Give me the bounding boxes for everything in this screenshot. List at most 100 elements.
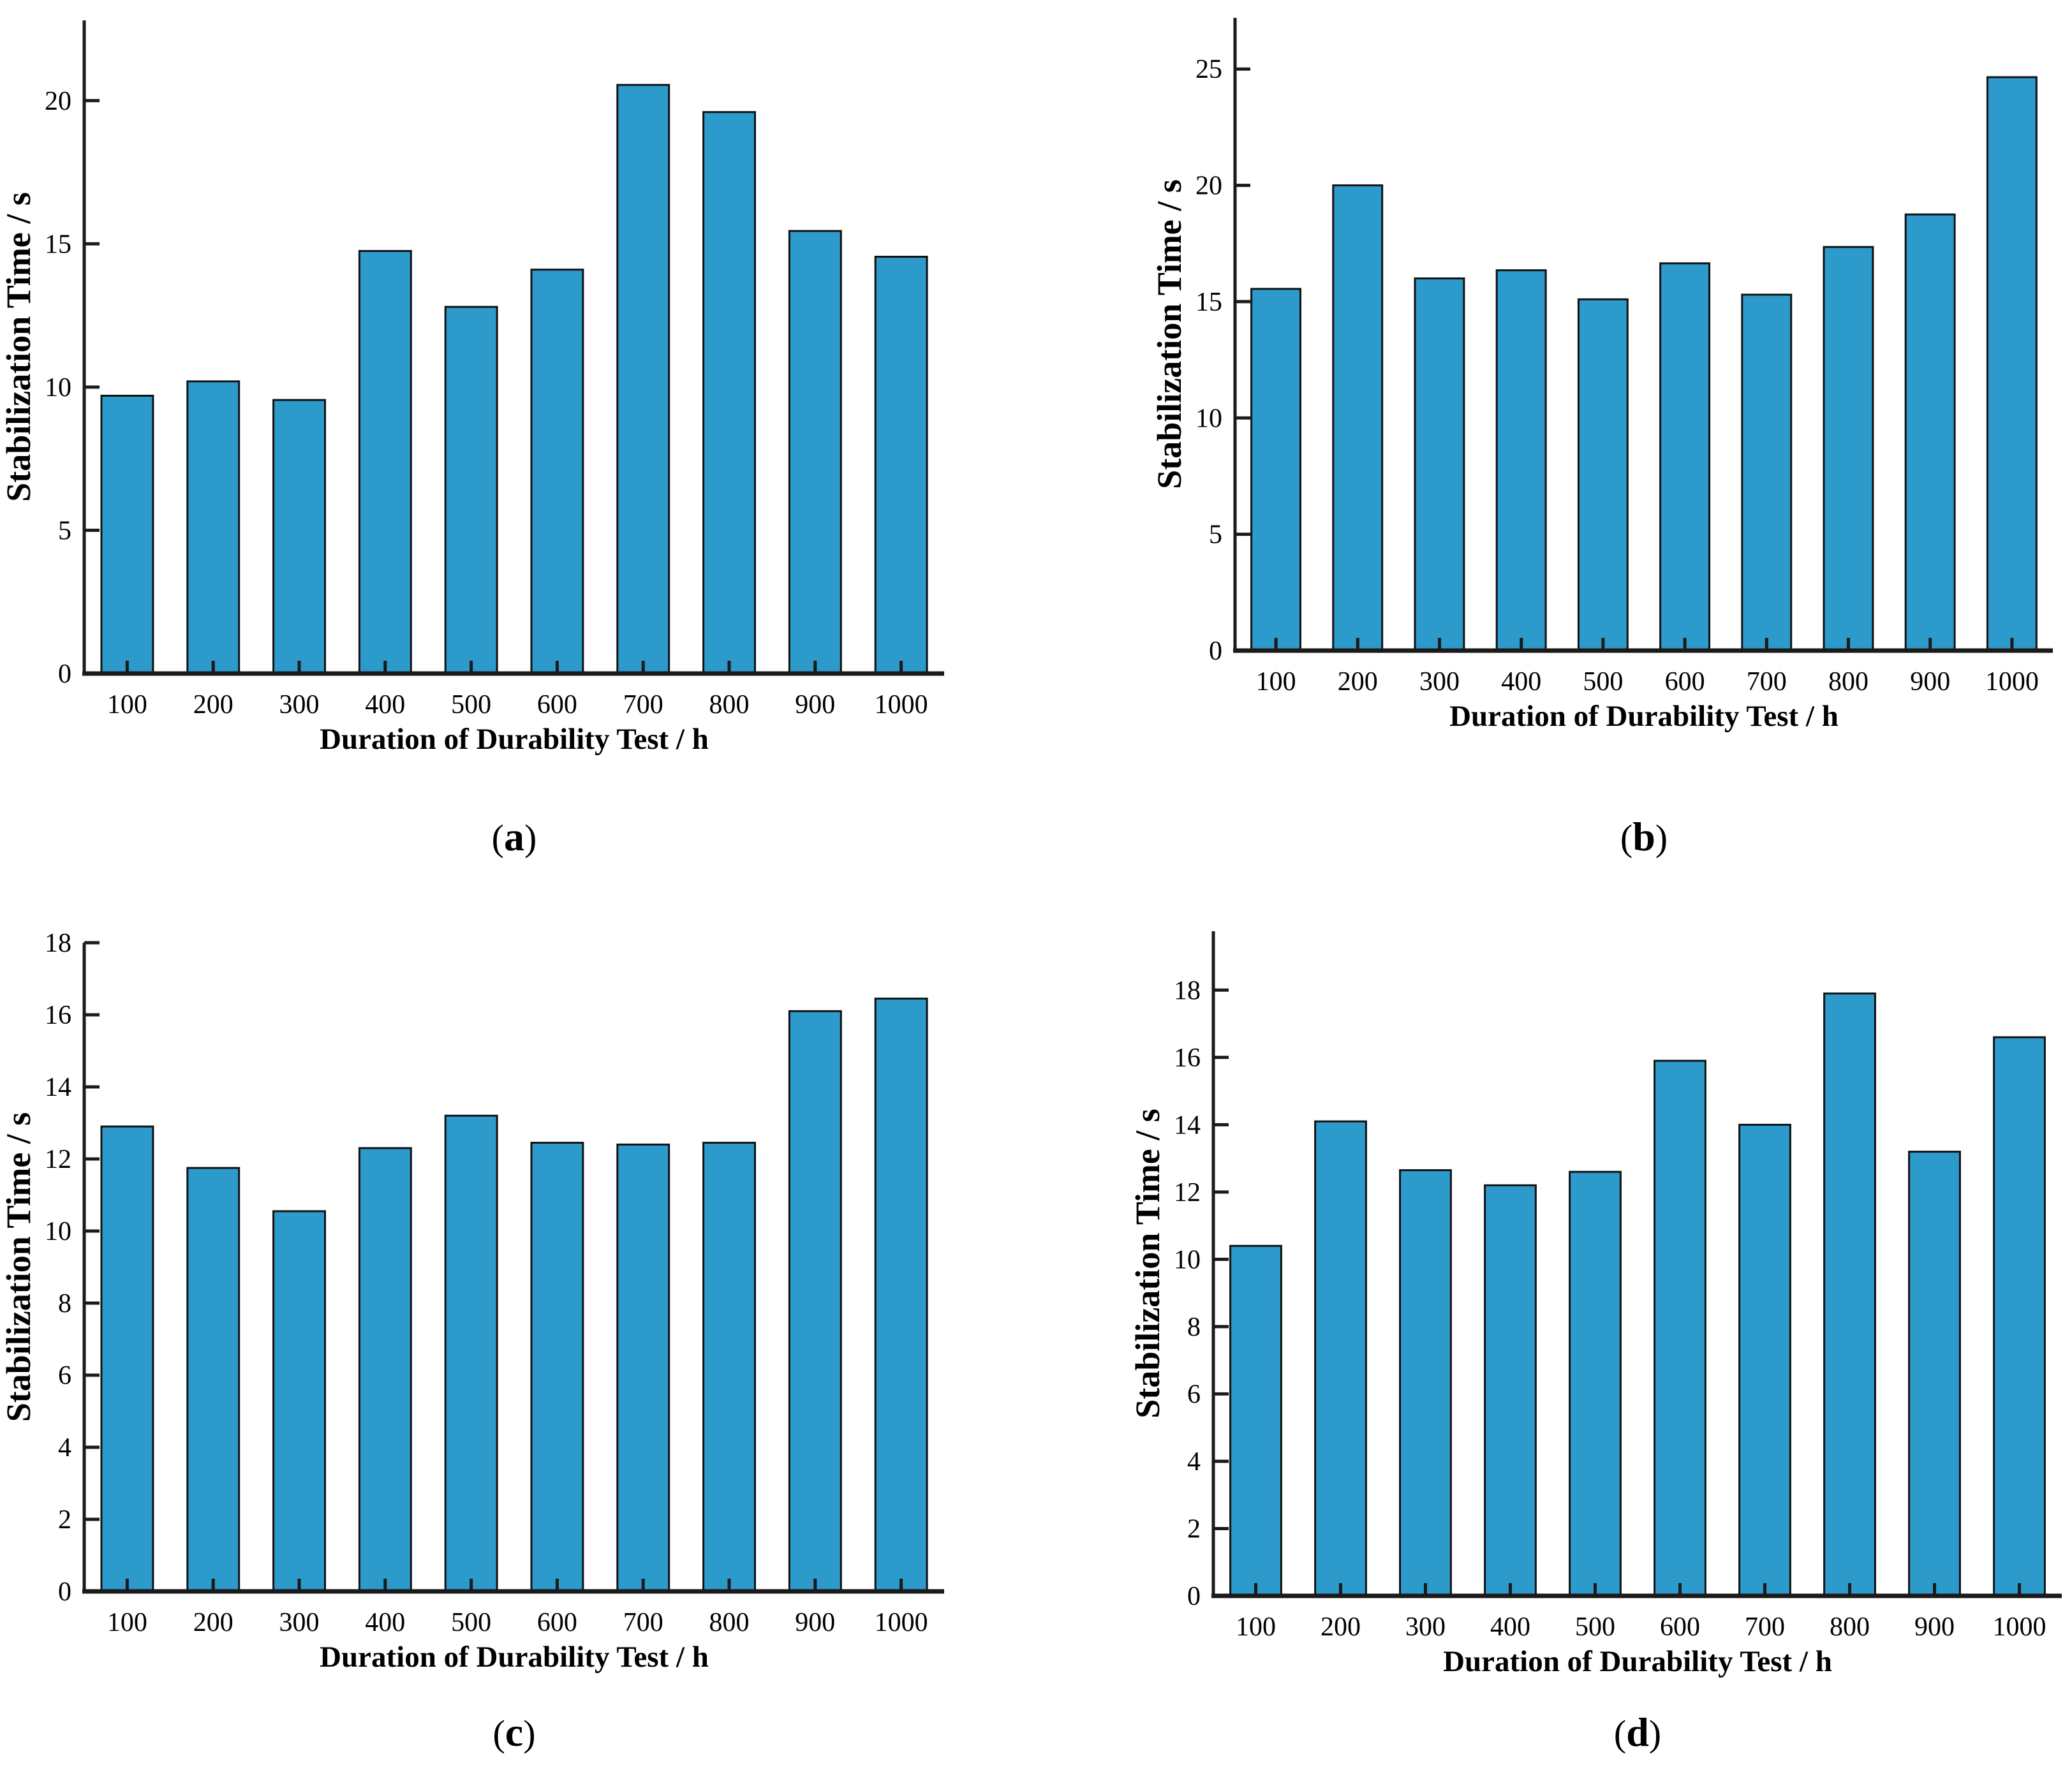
x-tick-label-a-1000: 1000 (875, 690, 928, 719)
x-tick-label-b-500: 500 (1583, 667, 1623, 697)
x-tick-label-d-200: 200 (1321, 1612, 1361, 1642)
chart-a: 100 200 300 400 500 600 700 800 900 1000 0 5 10 15 20 D… (0, 20, 944, 756)
x-axis-title-d: Duration of Durability Test / h (1443, 1645, 1832, 1678)
y-tick-label-c-4: 4 (58, 1433, 71, 1463)
bar-b-100 (1250, 288, 1302, 652)
caption-a-open-paren: ( (491, 817, 504, 859)
y-tick-label-c-12: 12 (45, 1145, 71, 1174)
bar-d-100 (1229, 1244, 1282, 1597)
y-tick-label-b-10: 10 (1195, 404, 1222, 433)
x-tick-label-d-700: 700 (1745, 1612, 1785, 1642)
bar-c-400 (358, 1147, 412, 1593)
caption-c-open-paren: ( (492, 1713, 505, 1754)
caption-b: (b) (1516, 813, 1772, 860)
x-tick-label-d-100: 100 (1236, 1612, 1276, 1642)
y-axis-title-b: Stabilization Time / s (1150, 179, 1188, 489)
bar-b-1000 (1986, 76, 2038, 652)
x-tick-label-b-200: 200 (1338, 667, 1378, 697)
x-tick-label-a-200: 200 (193, 690, 233, 719)
panel-b: 100 200 300 400 500 600 700 800 900 1000 0 5 10 15 20 2… (1036, 0, 2072, 885)
y-tick-label-d-16: 16 (1174, 1044, 1201, 1073)
bar-c-500 (444, 1114, 498, 1593)
y-tick-label-b-20: 20 (1195, 172, 1222, 201)
caption-d-close-paren: ) (1648, 1713, 1662, 1754)
x-tick-label-a-400: 400 (365, 690, 405, 719)
bar-a-900 (788, 230, 842, 675)
bar-c-200 (186, 1167, 241, 1593)
y-tick-label-d-6: 6 (1187, 1380, 1201, 1409)
caption-d: (d) (1510, 1709, 1765, 1756)
bar-b-700 (1741, 293, 1793, 652)
bar-a-100 (100, 394, 154, 675)
chart-b: 100 200 300 400 500 600 700 800 900 1000 0 5 10 15 20 2… (1150, 18, 2053, 733)
y-tick-label-c-2: 2 (58, 1505, 71, 1535)
bar-a-300 (272, 399, 327, 675)
panel-c: 100 200 300 400 500 600 700 800 900 1000 0 2 4 6 8 10 12… (0, 885, 1036, 1770)
bar-b-800 (1823, 246, 1874, 652)
chart-c: 100 200 300 400 500 600 700 800 900 1000 0 2 4 6 8 10 12… (0, 929, 944, 1674)
bar-c-300 (272, 1210, 327, 1593)
chart-d: 100 200 300 400 500 600 700 800 900 1000 0 2 4 6 8 10 12… (1128, 931, 2062, 1678)
caption-d-open-paren: ( (1613, 1713, 1627, 1754)
y-axis-title-a: Stabilization Time / s (0, 192, 38, 502)
bar-b-200 (1332, 184, 1384, 652)
bar-a-400 (358, 250, 412, 675)
bar-d-400 (1484, 1184, 1537, 1597)
caption-b-close-paren: ) (1655, 817, 1668, 859)
bar-a-200 (186, 380, 241, 675)
bar-d-200 (1314, 1120, 1367, 1597)
x-tick-label-a-500: 500 (451, 690, 491, 719)
x-tick-label-b-400: 400 (1501, 667, 1541, 697)
x-tick-label-c-300: 300 (279, 1608, 320, 1637)
bar-a-500 (444, 306, 498, 675)
x-tick-label-a-300: 300 (279, 690, 320, 719)
x-tick-label-d-400: 400 (1490, 1612, 1530, 1642)
x-tick-label-a-600: 600 (537, 690, 577, 719)
y-tick-label-a-15: 15 (45, 230, 71, 259)
x-tick-label-c-200: 200 (193, 1608, 233, 1637)
y-tick-label-c-6: 6 (58, 1361, 71, 1390)
y-tick-label-d-12: 12 (1174, 1178, 1201, 1207)
y-tick-label-d-8: 8 (1187, 1313, 1201, 1342)
y-tick-label-d-14: 14 (1174, 1110, 1201, 1140)
x-tick-label-b-600: 600 (1665, 667, 1705, 697)
bar-a-600 (530, 269, 584, 675)
bar-d-300 (1399, 1169, 1452, 1597)
bar-a-800 (702, 111, 756, 675)
y-tick-label-c-8: 8 (58, 1289, 71, 1318)
x-tick-label-a-800: 800 (709, 690, 750, 719)
bar-c-100 (100, 1125, 154, 1593)
x-tick-label-c-900: 900 (795, 1608, 835, 1637)
x-tick-label-d-900: 900 (1914, 1612, 1955, 1642)
x-tick-label-a-100: 100 (107, 690, 147, 719)
caption-a-letter: a (504, 814, 524, 859)
bar-c-700 (616, 1143, 670, 1593)
x-tick-label-c-1000: 1000 (875, 1608, 928, 1637)
x-tick-label-a-900: 900 (795, 690, 835, 719)
y-tick-label-a-10: 10 (45, 373, 71, 402)
x-tick-label-d-300: 300 (1405, 1612, 1446, 1642)
bar-b-300 (1414, 277, 1465, 652)
bar-c-900 (788, 1010, 842, 1593)
y-tick-label-c-10: 10 (45, 1217, 71, 1246)
x-axis-title-a: Duration of Durability Test / h (320, 723, 709, 756)
bar-d-800 (1823, 992, 1876, 1597)
x-tick-label-c-100: 100 (107, 1608, 147, 1637)
y-tick-label-b-25: 25 (1195, 55, 1222, 84)
bar-c-800 (702, 1142, 756, 1593)
y-tick-label-c-18: 18 (45, 929, 71, 958)
bar-b-400 (1495, 269, 1547, 652)
panel-a: 100 200 300 400 500 600 700 800 900 1000 0 5 10 15 20 D… (0, 0, 1036, 885)
bar-d-500 (1569, 1170, 1622, 1597)
x-tick-label-b-900: 900 (1910, 667, 1950, 697)
y-tick-label-b-5: 5 (1209, 520, 1222, 550)
x-axis-title-c: Duration of Durability Test / h (320, 1641, 709, 1674)
y-tick-label-d-4: 4 (1187, 1447, 1201, 1477)
bar-d-900 (1908, 1151, 1961, 1597)
y-axis-title-d: Stabilization Time / s (1128, 1109, 1167, 1419)
x-tick-label-c-800: 800 (709, 1608, 750, 1637)
x-tick-label-d-600: 600 (1660, 1612, 1700, 1642)
x-axis-title-b: Duration of Durability Test / h (1449, 700, 1839, 733)
caption-b-letter: b (1632, 814, 1655, 859)
